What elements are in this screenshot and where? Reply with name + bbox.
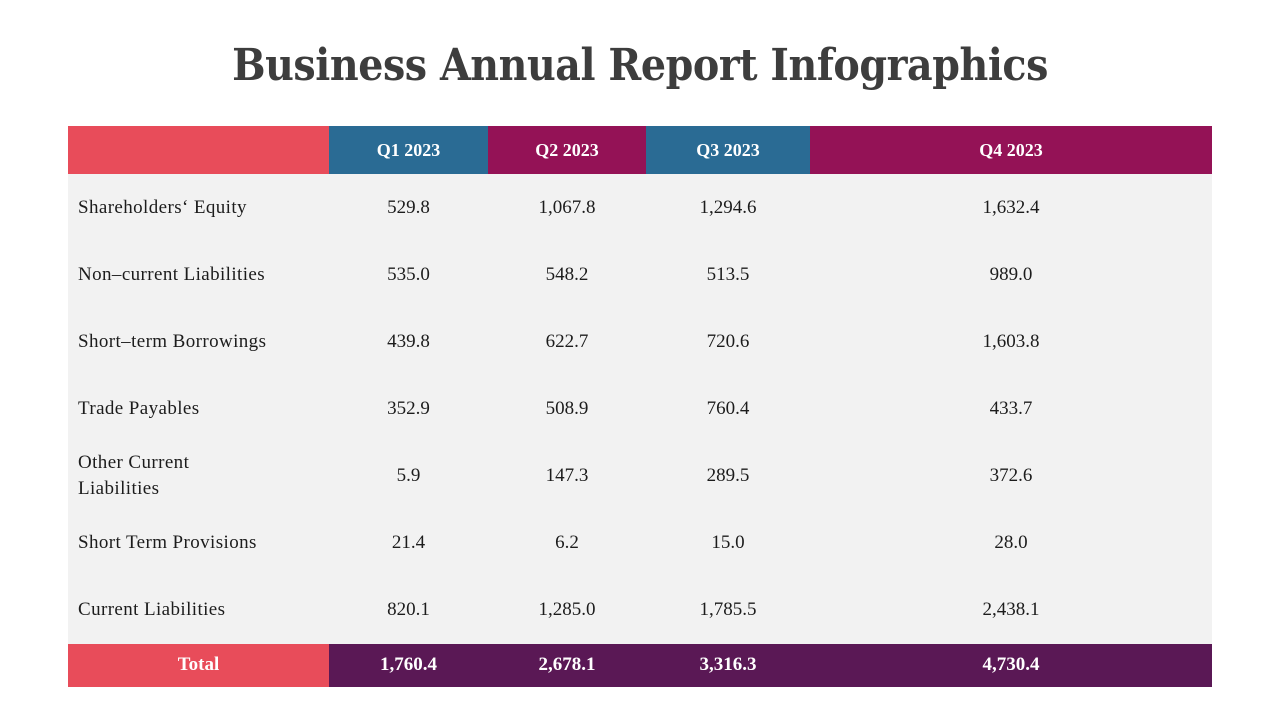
header-q4: Q4 2023 xyxy=(810,126,1212,174)
table-row: Short–term Borrowings 439.8 622.7 720.6 … xyxy=(68,308,1212,375)
cell-q3: 1,294.6 xyxy=(699,196,757,218)
row-label: Shareholders‘ Equity xyxy=(78,196,247,218)
cell-q1: 5.9 xyxy=(396,464,421,486)
cell-q3: 15.0 xyxy=(711,532,745,554)
table-row: Non–current Liabilities 535.0 548.2 513.… xyxy=(68,241,1212,308)
cell-q4: 1,603.8 xyxy=(982,330,1040,352)
table-row: Trade Payables 352.9 508.9 760.4 433.7 xyxy=(68,375,1212,442)
cell-q3: 1,785.5 xyxy=(699,599,757,621)
cell-q2: 147.3 xyxy=(545,464,589,486)
table-body: Shareholders‘ Equity 529.8 1,067.8 1,294… xyxy=(68,174,1212,644)
cell-q1: 529.8 xyxy=(387,196,430,218)
row-label: Trade Payables xyxy=(78,397,200,419)
cell-q1: 352.9 xyxy=(387,397,430,419)
cell-q3: 513.5 xyxy=(706,263,750,285)
cell-q4: 433.7 xyxy=(989,397,1033,419)
header-q1: Q1 2023 xyxy=(329,126,488,174)
cell-q2: 1,067.8 xyxy=(538,196,596,218)
total-q4: 4,730.4 xyxy=(810,643,1212,687)
cell-q3: 289.5 xyxy=(706,464,750,486)
cell-q1: 21.4 xyxy=(391,532,426,554)
table-row: Other Current Liabilities 5.9 147.3 289.… xyxy=(68,442,1212,509)
total-q2: 2,678.1 xyxy=(488,643,646,687)
cell-q2: 6.2 xyxy=(555,532,579,554)
cell-q2: 548.2 xyxy=(545,263,589,285)
cell-q4: 1,632.4 xyxy=(982,196,1040,218)
cell-q3: 720.6 xyxy=(706,330,750,352)
cell-q3: 760.4 xyxy=(706,397,750,419)
table-row: Current Liabilities 820.1 1,285.0 1,785.… xyxy=(68,577,1212,644)
cell-q2: 508.9 xyxy=(545,397,589,419)
total-row: Total 1,760.4 2,678.1 3,316.3 4,730.4 xyxy=(68,643,1212,687)
row-label: Other Current Liabilities xyxy=(78,451,190,499)
total-q1: 1,760.4 xyxy=(329,643,488,687)
cell-q4: 28.0 xyxy=(994,532,1028,554)
cell-q1: 439.8 xyxy=(387,330,430,352)
header-q3: Q3 2023 xyxy=(646,126,810,174)
report-table: Q1 2023 Q2 2023 Q3 2023 Q4 2023 Sharehol… xyxy=(68,126,1212,687)
cell-q1: 820.1 xyxy=(387,599,430,621)
cell-q4: 989.0 xyxy=(989,263,1033,285)
cell-q4: 372.6 xyxy=(989,464,1033,486)
row-label: Short–term Borrowings xyxy=(78,330,267,352)
header-q2: Q2 2023 xyxy=(488,126,646,174)
table-row: Short Term Provisions 21.4 6.2 15.0 28.0 xyxy=(68,509,1212,576)
row-label: Non–current Liabilities xyxy=(78,263,266,285)
row-label: Short Term Provisions xyxy=(78,532,257,554)
table-header-row: Q1 2023 Q2 2023 Q3 2023 Q4 2023 xyxy=(68,126,1212,174)
cell-q1: 535.0 xyxy=(387,263,430,285)
total-label: Total xyxy=(68,643,329,687)
header-label-cell xyxy=(68,126,329,174)
table-row: Shareholders‘ Equity 529.8 1,067.8 1,294… xyxy=(68,174,1212,241)
cell-q2: 622.7 xyxy=(545,330,589,352)
total-q3: 3,316.3 xyxy=(646,643,810,687)
cell-q2: 1,285.0 xyxy=(538,599,596,621)
row-label: Current Liabilities xyxy=(78,599,226,621)
page-title: Business Annual Report Infographics xyxy=(232,40,1048,91)
cell-q4: 2,438.1 xyxy=(982,599,1040,621)
